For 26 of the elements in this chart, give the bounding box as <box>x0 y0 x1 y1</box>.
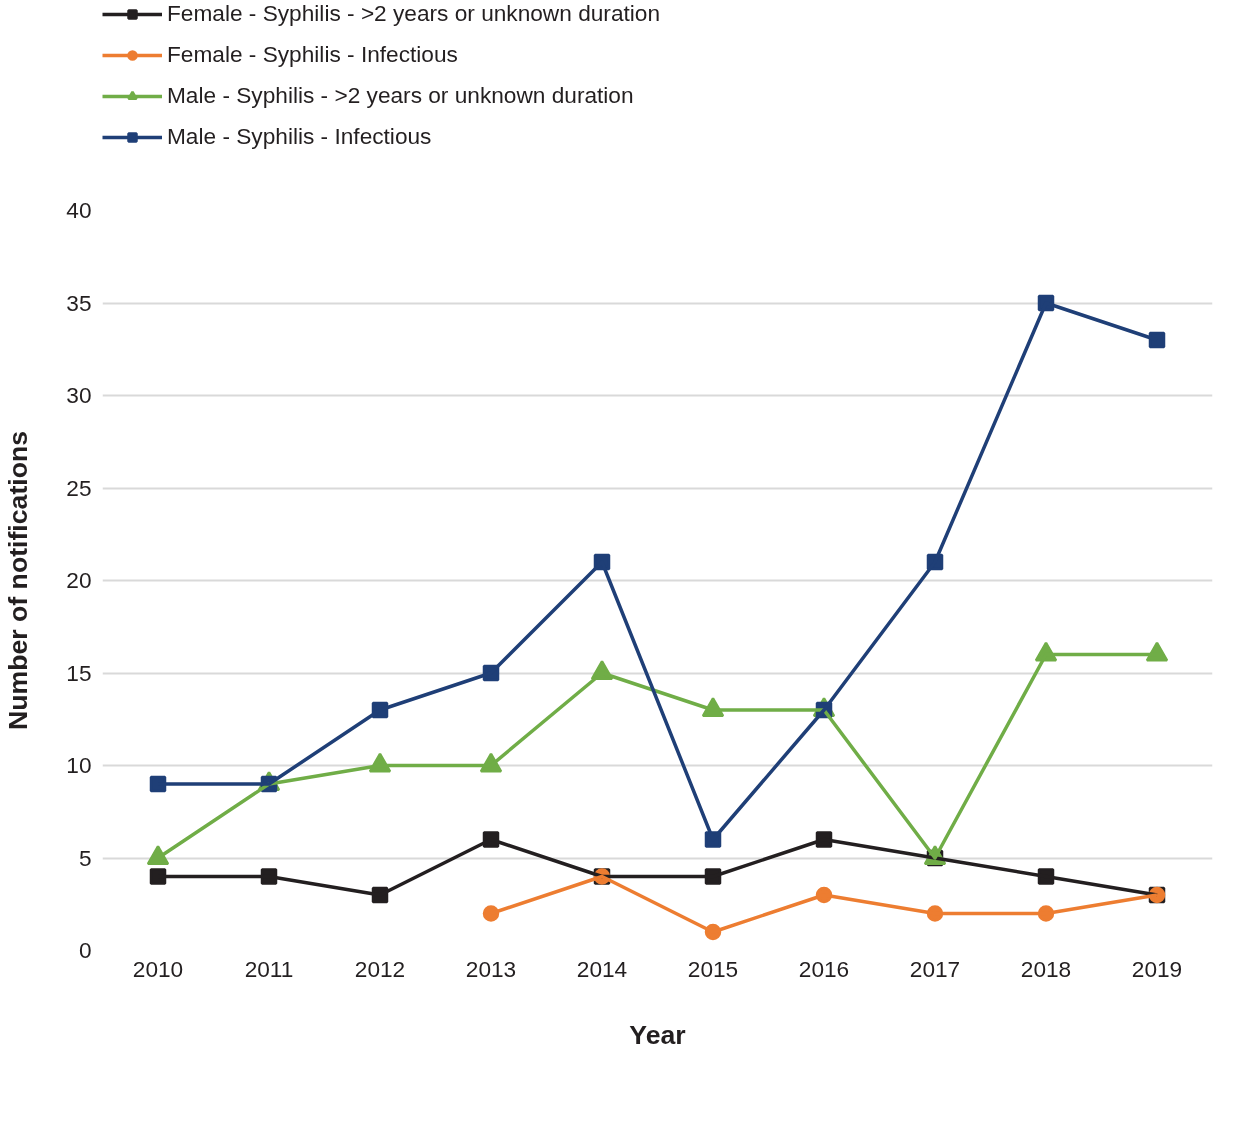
y-tick-label: 40 <box>66 197 92 223</box>
y-axis-title: Number of notifications <box>3 430 34 731</box>
y-tick-label: 10 <box>66 752 92 778</box>
x-tick-label: 2017 <box>909 955 961 982</box>
legend-label: Female - Syphilis - Infectious <box>167 41 458 68</box>
y-tick-label: 25 <box>66 474 92 501</box>
legend-label: Male - Syphilis - >2 years or unknown duration <box>167 82 634 109</box>
y-tick-label: 30 <box>66 382 92 408</box>
y-tick-label: 5 <box>78 844 92 871</box>
x-tick-label: 2018 <box>1020 955 1072 982</box>
x-tick-label: 2010 <box>132 955 184 982</box>
x-tick-label: 2013 <box>465 955 517 982</box>
x-tick-label: 2012 <box>354 955 406 982</box>
x-tick-label: 2011 <box>244 955 294 982</box>
y-tick-label: 15 <box>66 659 92 686</box>
y-tick-label: 20 <box>66 567 92 593</box>
x-tick-label: 2019 <box>1131 955 1183 982</box>
legend-label: Female - Syphilis - >2 years or unknown duration <box>167 0 661 27</box>
x-axis-title: Year <box>629 1019 686 1050</box>
legend-label: Male - Syphilis - Infectious <box>167 123 432 150</box>
x-tick-label: 2015 <box>687 955 739 982</box>
y-tick-label: 35 <box>66 289 92 316</box>
y-tick-label: 0 <box>78 937 92 963</box>
x-tick-label: 2014 <box>576 955 628 982</box>
x-tick-label: 2016 <box>798 955 850 982</box>
point <box>149 868 167 885</box>
